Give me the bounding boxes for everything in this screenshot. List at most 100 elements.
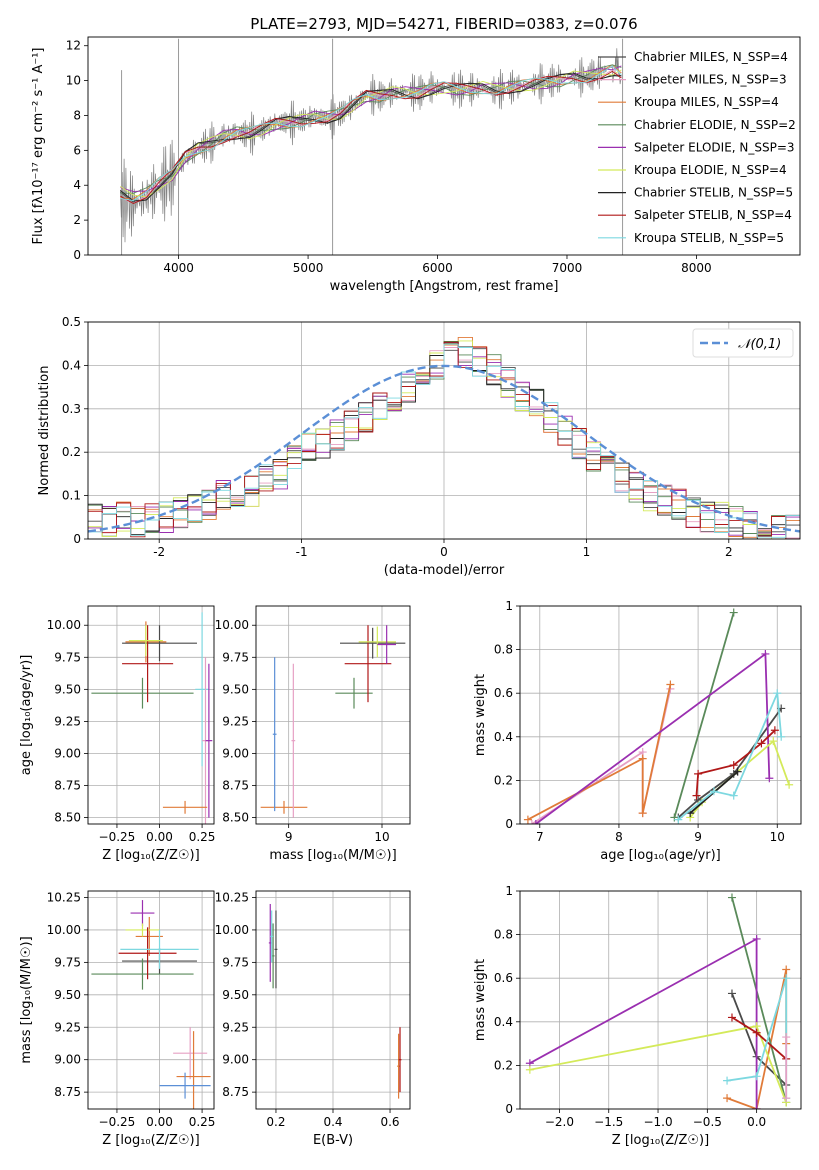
point-marker (692, 791, 701, 800)
model-line (120, 65, 622, 202)
x-tick-label: 0 (440, 545, 448, 559)
y-tick-label: 9.25 (222, 714, 249, 728)
y-tick-label: 10.25 (215, 890, 249, 904)
y-tick-label: 9.50 (222, 988, 249, 1002)
chart-residuals: -2 -1 0 1 2 0 0.1 0.2 0.3 0.4 0.5 (data-model)/erro… (37, 315, 801, 578)
y-tick-label: 1 (505, 599, 513, 613)
legend-label: Salpeter MILES, N_SSP=3 (634, 73, 787, 87)
point-marker (752, 1072, 761, 1081)
x-tick-label: 9 (694, 830, 702, 844)
chart-massweight-vs-Z: −2.0 −1.5 −1.0 −0.5 0.0 0 0.2 0.4 0.6 0.8 1 Z [log₁… (473, 884, 802, 1148)
point-marker (727, 989, 736, 998)
y-tick-label: 9.75 (222, 955, 249, 969)
x-tick-label: 9 (285, 830, 293, 844)
x-tick-label: 0.0 (747, 1115, 766, 1129)
x-tick-label: -1 (296, 545, 308, 559)
point-marker (752, 1105, 761, 1109)
y-tick-label: 0 (505, 817, 513, 831)
plot-frame (87, 36, 801, 256)
plot-area (91, 612, 213, 824)
point-marker (727, 893, 736, 902)
legend-label: Salpeter STELIB, N_SSP=4 (634, 208, 792, 222)
mass-weight-line (677, 707, 782, 819)
point-marker (638, 754, 647, 763)
histogram-step (88, 343, 800, 538)
y-axis-label: age [log₁₀(age/yr)] (19, 655, 34, 776)
legend-label: Kroupa MILES, N_SSP=4 (634, 95, 779, 109)
x-tick-label: 6000 (422, 261, 453, 275)
mass-weight-line (673, 612, 735, 818)
model-line (120, 69, 622, 198)
gaussian-curve (88, 364, 800, 533)
x-tick-label: 5000 (293, 261, 324, 275)
mass-weight-line (527, 684, 672, 821)
x-tick-label: −0.25 (99, 830, 136, 844)
y-tick-label: 10.25 (47, 890, 81, 904)
y-tick-label: 0.3 (62, 402, 81, 416)
point-marker (752, 934, 761, 943)
y-axis-label: mass weight (473, 674, 488, 756)
point-marker (694, 769, 703, 778)
y-tick-label: 10 (66, 74, 81, 88)
point-marker (723, 1076, 732, 1085)
point-marker (765, 774, 774, 783)
y-tick-label: 9.75 (54, 650, 81, 664)
y-tick-label: 0.6 (494, 686, 513, 700)
plot-area (523, 608, 794, 824)
plot-frame (519, 605, 802, 825)
x-tick-label: 2 (725, 545, 733, 559)
y-tick-label: 9.50 (222, 682, 249, 696)
y-tick-label: 6 (73, 143, 81, 157)
plot-area (525, 893, 791, 1109)
point-marker (729, 761, 738, 770)
y-tick-label: 8.75 (222, 779, 249, 793)
x-tick-label: 4000 (163, 261, 194, 275)
point-marker (525, 1065, 534, 1074)
model-line (120, 72, 622, 202)
chart-massweight-vs-age: 7 8 9 10 0 0.2 0.4 0.6 0.8 1 age [log₁₀(age/yr)] ma… (473, 599, 802, 863)
legend-label: Chabrier MILES, N_SSP=4 (634, 50, 788, 64)
legend-box (692, 328, 794, 358)
y-tick-label: 10.00 (215, 923, 249, 937)
y-tick-label: 0.2 (62, 445, 81, 459)
point-marker (674, 815, 683, 824)
y-axis-label: Flux [fλ10⁻¹⁷ erg cm⁻² s⁻¹ A⁻¹] (31, 48, 46, 245)
y-tick-label: 8.75 (222, 1085, 249, 1099)
point-marker (723, 1094, 732, 1103)
y-tick-label: 9.00 (54, 746, 81, 760)
point-marker (733, 767, 742, 776)
legend-label: Kroupa STELIB, N_SSP=5 (634, 231, 784, 245)
y-tick-label: 0.8 (494, 928, 513, 942)
figure-title: PLATE=2793, MJD=54271, FIBERID=0383, z=0… (250, 15, 637, 33)
y-tick-label: 10.00 (215, 618, 249, 632)
y-axis-label: mass weight (473, 959, 488, 1041)
point-marker (782, 974, 791, 983)
y-tick-label: 8.75 (54, 1085, 81, 1099)
point-marker (761, 649, 770, 658)
y-tick-label: 9.00 (54, 1053, 81, 1067)
point-marker (638, 809, 647, 818)
plot-frame (255, 890, 411, 1110)
x-axis-label: mass [log₁₀(M/M☉)] (269, 848, 396, 863)
point-marker (523, 815, 532, 824)
x-tick-label: -2 (153, 545, 165, 559)
plot-frame (87, 605, 215, 825)
point-marker (666, 680, 675, 689)
x-tick-label: 0.25 (189, 1115, 216, 1129)
x-tick-label: 8 (615, 830, 623, 844)
y-tick-label: 0.4 (62, 358, 81, 372)
point-marker (782, 1033, 791, 1042)
model-line (120, 65, 622, 192)
y-tick-label: 9.25 (54, 1020, 81, 1034)
x-tick-label: −2.0 (545, 1115, 574, 1129)
point-marker (785, 780, 794, 789)
point-marker (527, 820, 536, 824)
mass-weight-line (689, 739, 790, 819)
point-marker (782, 1094, 791, 1103)
y-tick-label: 1 (505, 884, 513, 898)
y-tick-label: 8.50 (222, 811, 249, 825)
x-tick-label: 0.00 (146, 1115, 173, 1129)
y-tick-label: 8.75 (54, 779, 81, 793)
chart-mass-vs-Z: −0.25 0.00 0.25 8.75 9.00 9.25 9.50 9.75 10.00 10… (19, 890, 215, 1148)
